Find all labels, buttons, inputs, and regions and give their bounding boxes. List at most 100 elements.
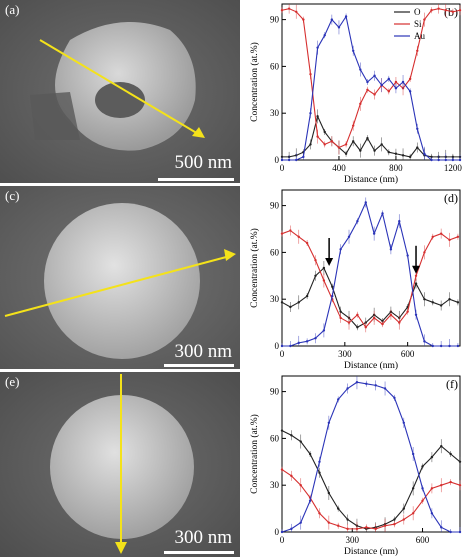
data-point-O (308, 452, 312, 456)
data-point-Au (414, 313, 418, 316)
data-point-Au (316, 46, 319, 49)
data-point-Si (280, 232, 284, 235)
chart-d: 0 300 600 0 30 60 90 Distance (nm) Concentration… (246, 186, 474, 371)
data-point-O (408, 155, 412, 159)
plot-frame (281, 375, 461, 533)
series-line-Si (281, 469, 461, 530)
data-point-Au (451, 158, 455, 162)
x-tick-label: 800 (389, 163, 403, 173)
data-point-Si (430, 487, 434, 490)
data-point-O (297, 301, 300, 304)
series-line-Au (282, 15, 460, 161)
scale-bar-c (164, 364, 234, 367)
data-point-Si (346, 527, 349, 531)
sem-image-a: (a) 500 nm (0, 0, 240, 183)
data-point-Au (439, 344, 443, 348)
data-point-O (323, 130, 326, 134)
data-point-O (327, 491, 331, 495)
data-point-Au (346, 387, 349, 390)
data-point-Au (355, 381, 359, 384)
x-axis-label: Distance (nm) (344, 174, 398, 185)
data-point-Au (339, 248, 342, 251)
data-point-Au (444, 158, 447, 162)
data-point-O (322, 266, 326, 270)
data-point-O (344, 152, 348, 155)
data-point-O (337, 507, 340, 510)
data-point-Au (295, 158, 298, 162)
scale-bar-e (164, 551, 234, 554)
data-point-Au (356, 220, 359, 223)
data-point-O (449, 452, 452, 456)
data-point-O (356, 326, 359, 329)
data-point-Au (389, 248, 393, 251)
data-point-Au (280, 530, 284, 534)
data-point-O (280, 429, 284, 432)
series-line-O (282, 114, 460, 158)
data-point-Au (374, 384, 377, 387)
data-point-Si (383, 524, 387, 527)
data-point-Si (389, 313, 393, 316)
data-point-O (289, 305, 292, 309)
y-tick-label: 0 (275, 155, 280, 165)
data-point-O (411, 487, 415, 490)
data-point-Si (458, 484, 462, 487)
data-point-Si (451, 10, 455, 13)
data-point-Si (458, 9, 462, 12)
data-point-Si (374, 527, 377, 531)
data-point-Si (287, 7, 291, 10)
data-point-Au (421, 487, 424, 490)
data-point-Au (406, 254, 409, 257)
data-point-Si (302, 18, 305, 21)
data-point-O (380, 143, 383, 146)
data-point-O (366, 136, 369, 140)
data-point-Au (458, 158, 462, 162)
data-point-O (394, 152, 398, 155)
data-point-Au (308, 499, 312, 502)
y-tick-label: 90 (270, 387, 280, 397)
data-point-Au (280, 344, 284, 348)
data-point-Si (398, 321, 401, 324)
data-point-Au (387, 77, 390, 81)
data-point-Au (431, 344, 434, 348)
data-point-Si (406, 310, 409, 313)
data-point-Si (440, 484, 443, 487)
data-point-O (305, 294, 309, 298)
data-point-Au (337, 398, 340, 401)
panel-label: (b) (444, 5, 458, 19)
data-point-O (421, 465, 424, 468)
data-point-Au (347, 235, 351, 238)
annotation-arrow-head (412, 265, 421, 274)
data-point-Si (290, 474, 293, 478)
series-line-Si (281, 229, 459, 329)
y-tick-label: 60 (270, 247, 280, 257)
data-point-Au (448, 344, 451, 348)
data-point-Si (280, 468, 284, 471)
data-point-Si (402, 518, 405, 521)
data-point-O (339, 310, 342, 313)
data-point-Si (337, 524, 340, 527)
scale-bar-a (158, 178, 234, 181)
panel-label: (d) (444, 191, 458, 205)
data-point-Si (437, 7, 440, 10)
data-point-Au (394, 87, 398, 90)
x-tick-label: 0 (280, 349, 285, 359)
data-point-Si (411, 512, 415, 515)
data-point-O (448, 298, 451, 301)
data-point-Si (414, 274, 418, 277)
data-point-O (440, 445, 443, 448)
data-point-Au (322, 329, 326, 332)
y-tick-label: 30 (270, 480, 280, 490)
data-point-Au (344, 15, 348, 18)
data-point-Si (448, 238, 451, 242)
data-point-Si (394, 80, 398, 84)
data-point-Au (352, 49, 355, 52)
data-point-Au (297, 341, 300, 345)
scale-text-c: 300 nm (174, 341, 232, 362)
data-point-Au (440, 526, 443, 529)
y-tick-label: 30 (270, 294, 280, 304)
data-point-Si (373, 93, 376, 96)
data-point-O (373, 149, 376, 152)
y-tick-label: 90 (270, 201, 280, 211)
panel-label-e: (e) (5, 374, 20, 389)
data-point-O (359, 149, 362, 152)
